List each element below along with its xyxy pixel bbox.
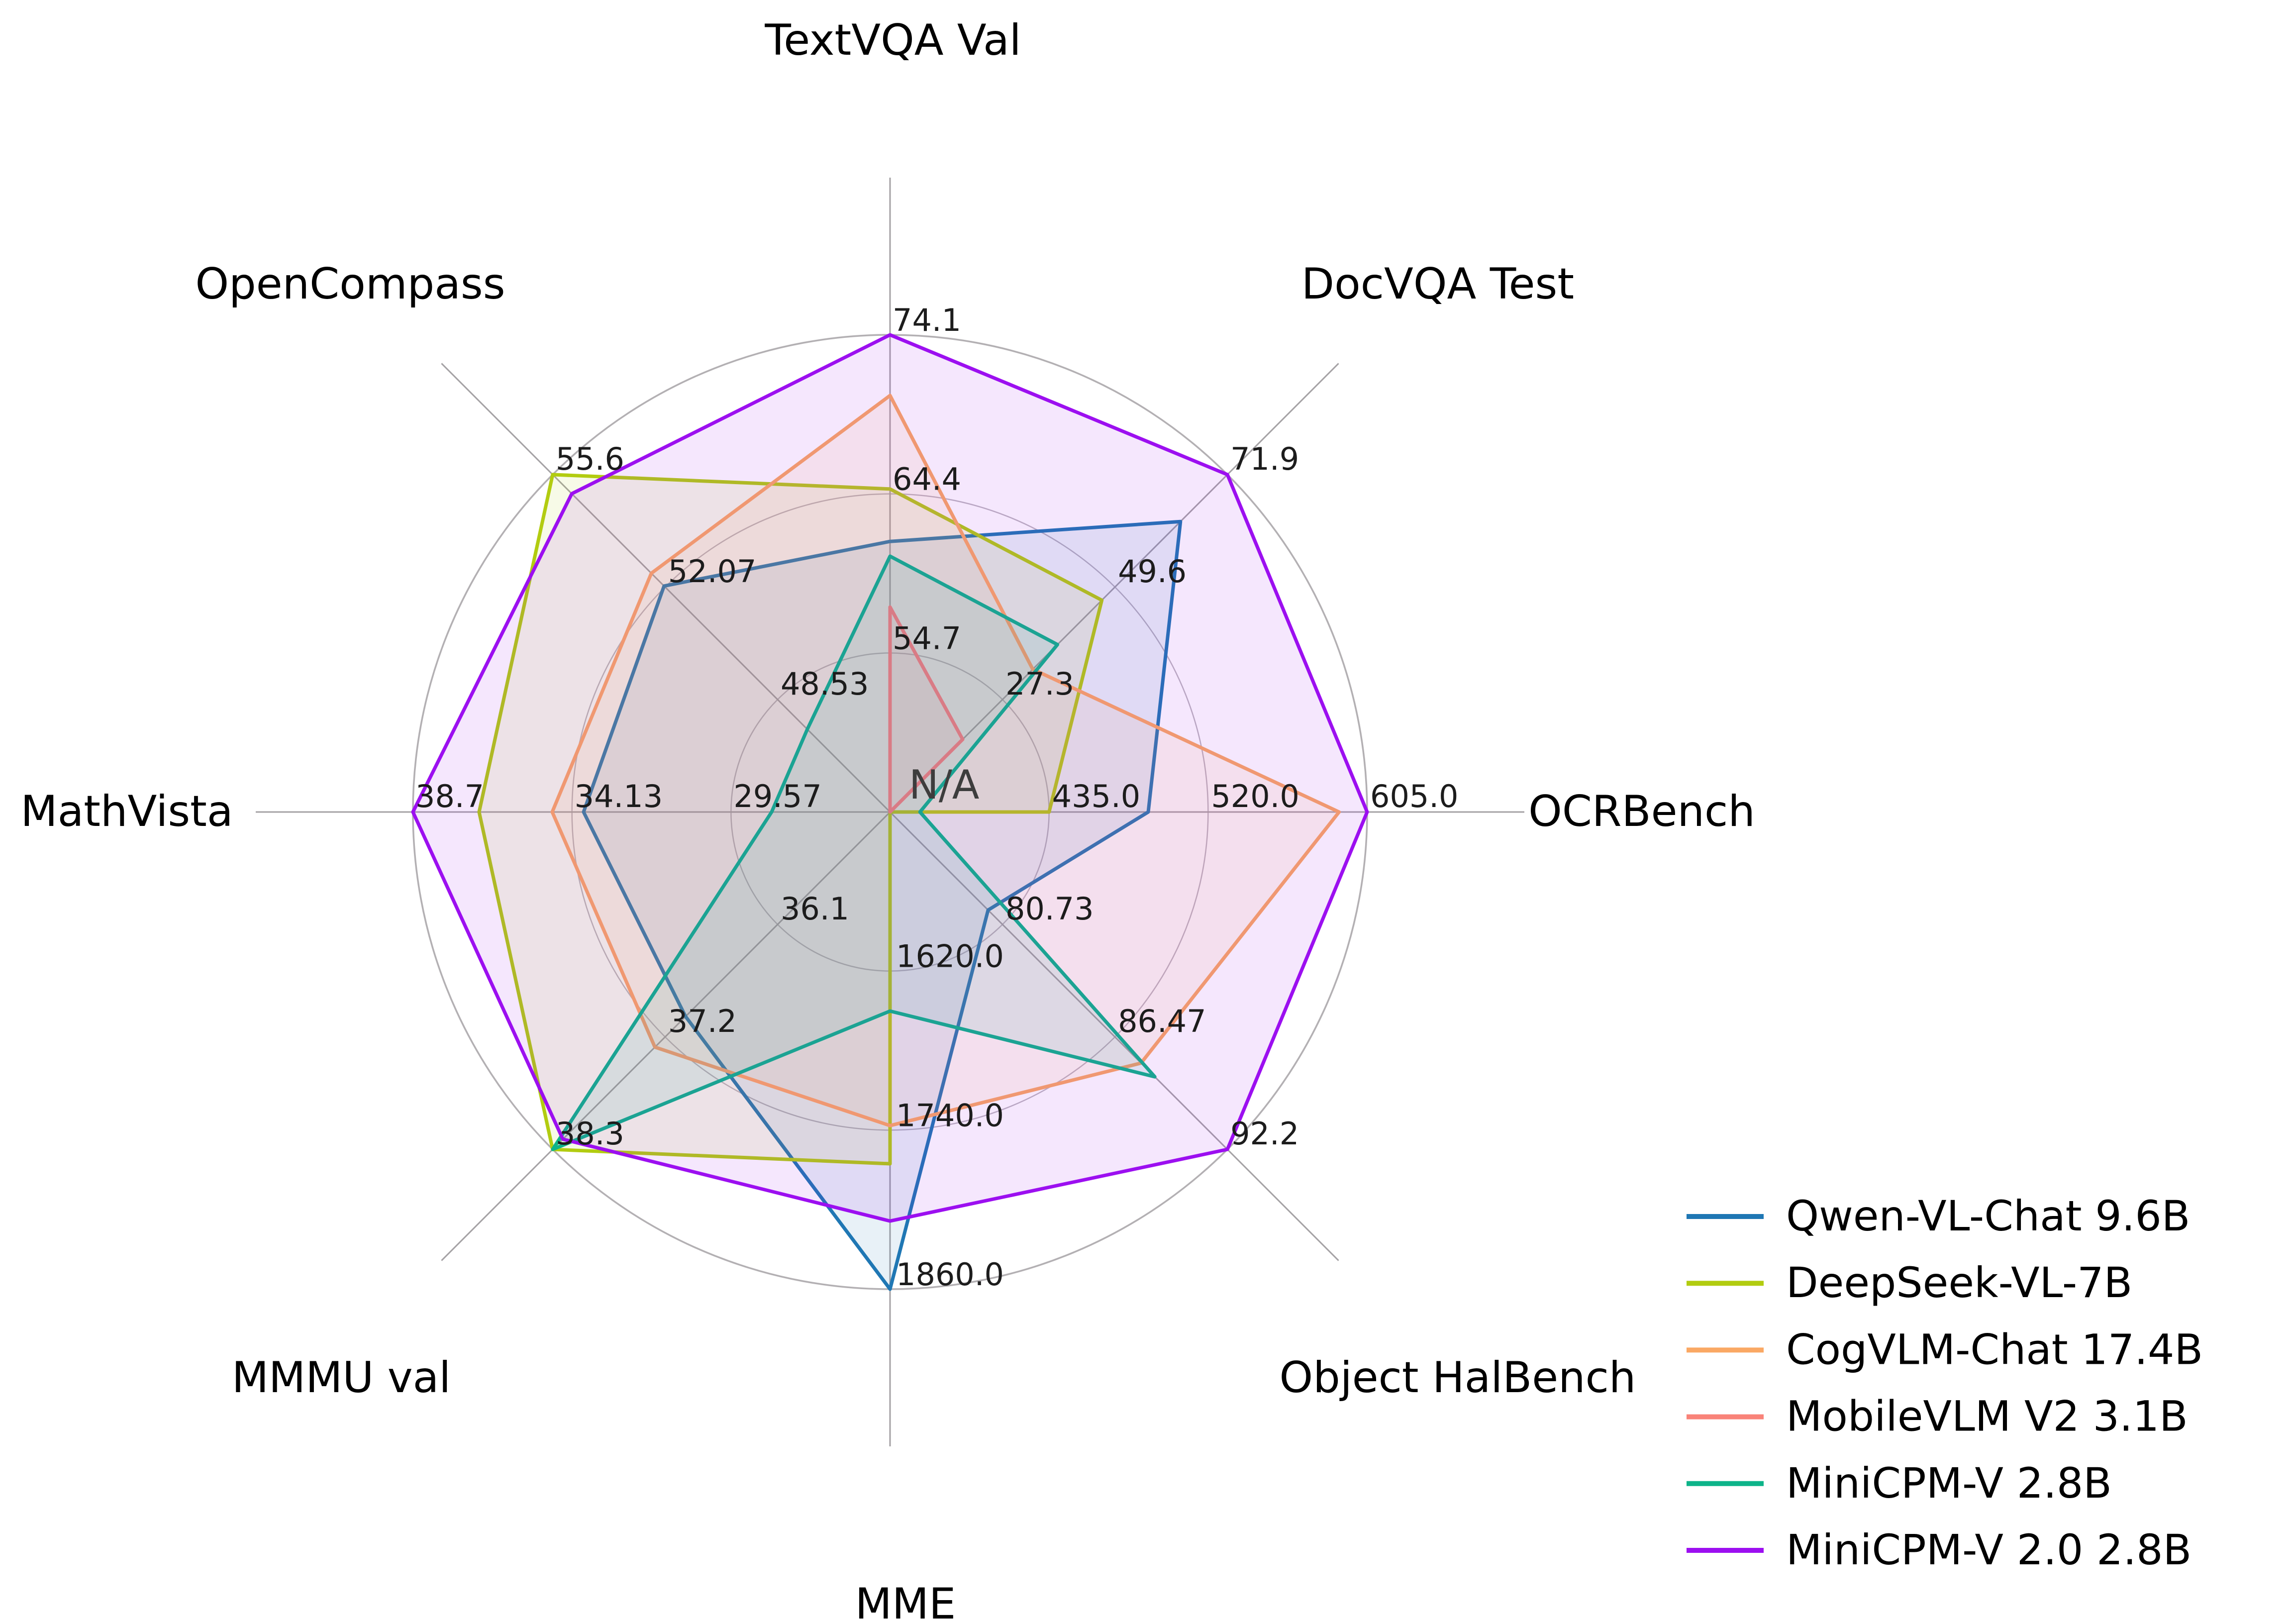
tick-label: 38.3 (556, 1116, 624, 1152)
series-polygon-minicpm-v-2-0-2-8b (411, 333, 1369, 1223)
tick-label: 34.13 (575, 778, 663, 814)
legend-label: Qwen-VL-Chat 9.6B (1786, 1192, 2190, 1240)
tick-label: 1860.0 (896, 1256, 1004, 1293)
tick-label: 38.7 (415, 778, 484, 814)
axis-title: OpenCompass (195, 259, 505, 309)
tick-label: 80.73 (1005, 891, 1094, 927)
tick-label: 92.2 (1230, 1116, 1299, 1152)
tick-label: 52.07 (668, 553, 757, 590)
series-polygon-cogvlm-chat-17-4b (550, 394, 1341, 1127)
tick-label: 1620.0 (896, 938, 1004, 975)
tick-label: 48.53 (781, 666, 869, 702)
series-polygon-deepseek-vl-7b (477, 473, 1104, 1166)
tick-label: 55.6 (556, 441, 624, 477)
tick-label: 74.1 (893, 302, 961, 338)
axis-title: TextVQA Val (764, 15, 1021, 65)
tick-label: 605.0 (1370, 778, 1459, 814)
legend-label: MiniCPM-V 2.8B (1786, 1459, 2112, 1508)
axis-title: Object HalBench (1280, 1353, 1636, 1403)
tick-label: 29.57 (733, 778, 822, 814)
series-polygon-mobilevlm-v2-3-1b (888, 605, 965, 814)
axis-title: DocVQA Test (1301, 259, 1574, 309)
axis-spoke (441, 363, 891, 813)
tick-label: 54.7 (893, 620, 961, 656)
legend-label: MiniCPM-V 2.0 2.8B (1786, 1525, 2192, 1574)
tick-label: 36.1 (781, 891, 849, 927)
series-polygon-minicpm-v-2-8b (551, 554, 1157, 1151)
tick-label: 37.2 (668, 1003, 737, 1039)
tick-label: 64.4 (893, 461, 961, 498)
tick-label: 520.0 (1211, 778, 1299, 814)
axis-spoke (889, 363, 1339, 813)
series-polygon-qwen-vl-chat-9-6b (582, 519, 1183, 1291)
legend-label: MobileVLM V2 3.1B (1786, 1392, 2188, 1441)
axis-title: MMMU val (232, 1353, 451, 1403)
tick-label: 27.3 (1005, 666, 1074, 702)
axis-spoke (889, 811, 1339, 1261)
na-annotation: N/A (909, 762, 980, 808)
legend-label: DeepSeek-VL-7B (1786, 1258, 2132, 1307)
tick-label: 435.0 (1052, 778, 1141, 814)
tick-label: 86.47 (1118, 1003, 1206, 1039)
tick-label: 1740.0 (896, 1097, 1004, 1133)
legend-label: CogVLM-Chat 17.4B (1786, 1325, 2203, 1374)
tick-label: 71.9 (1230, 441, 1299, 477)
axis-title: MME (855, 1579, 956, 1624)
axis-title: OCRBench (1528, 787, 1755, 836)
tick-label: 49.6 (1118, 553, 1187, 590)
axis-spoke (441, 811, 891, 1261)
axis-title: MathVista (20, 787, 233, 836)
